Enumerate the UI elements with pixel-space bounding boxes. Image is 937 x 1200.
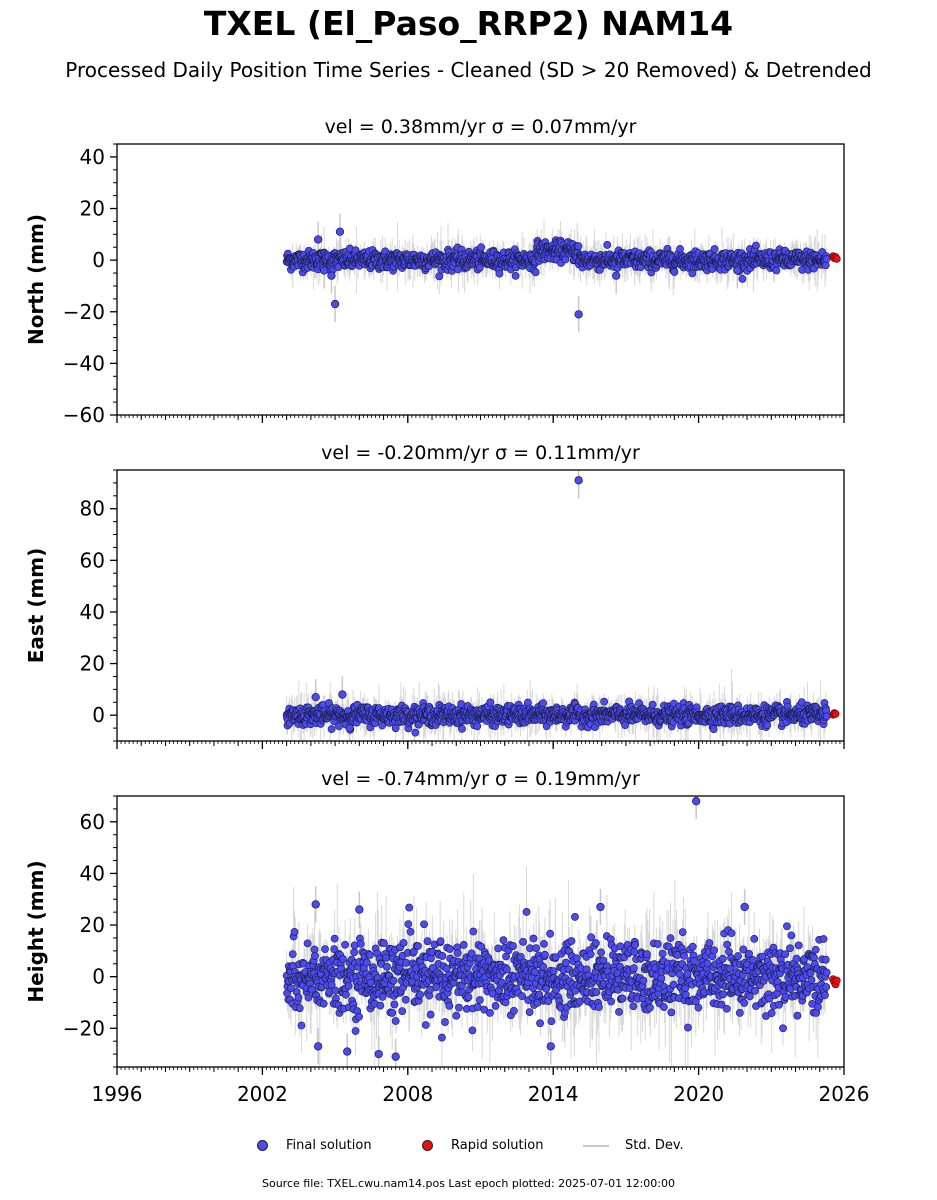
panel-2-final-point <box>335 722 343 731</box>
panel-1-final-point <box>561 255 570 264</box>
panel-1-final-outlier <box>313 235 323 244</box>
panel-2-ytick-label: 0 <box>92 703 105 727</box>
panel-1-rapid-point <box>832 254 841 263</box>
panel-1-ytick-label: 40 <box>80 145 105 169</box>
panel-2-final-outlier <box>574 476 583 485</box>
panel-3-final-point <box>311 951 319 960</box>
chart-title: TXEL (El_Paso_RRP2) NAM14 <box>203 4 734 43</box>
chart-subtitle: Processed Daily Position Time Series - C… <box>65 58 872 82</box>
panel-1-final-point <box>495 269 504 278</box>
panel-2-final-point <box>327 725 336 734</box>
panel-1-final-outlier <box>335 227 345 236</box>
panel-3-final-point <box>297 1021 306 1030</box>
panel-2-final-point <box>486 698 495 707</box>
panel-3-final-point <box>295 1004 304 1013</box>
panel-2-final-point <box>411 728 420 737</box>
panel-2-ytick-label: 20 <box>80 652 105 676</box>
panel-3-final-point <box>319 999 328 1008</box>
panel-1-final-outlier <box>330 299 340 309</box>
panel-2-final-outlier <box>311 692 320 702</box>
panel-2-final-point <box>457 700 466 708</box>
panel-1-final-point <box>772 266 781 275</box>
panel-1-final-outlier <box>574 310 583 319</box>
panel-1-final-point <box>676 245 684 253</box>
panel-1-final-outlier <box>327 271 336 280</box>
panel-1-final-point <box>822 255 831 263</box>
panel-3-final-point <box>288 950 297 959</box>
panel-2-ylabel: East (mm) <box>24 548 48 664</box>
panel-3-final-point <box>304 993 313 1002</box>
panel-3-final-point <box>321 945 329 954</box>
panel-2-final-point <box>822 712 831 721</box>
panel-1-final-point <box>574 242 583 251</box>
panel-1-ytick-label: −60 <box>63 403 105 427</box>
panel-2-final-outlier <box>345 723 354 733</box>
panel-1-final-outlier <box>612 271 621 280</box>
panel-3-final-point <box>330 934 339 943</box>
panel-2-frame <box>116 469 845 742</box>
panel-1-final-point <box>435 272 444 281</box>
panel-1-final-point <box>710 245 719 253</box>
panel-1-final-point <box>752 241 760 250</box>
panel-2-final-point <box>539 699 548 708</box>
panel-2-final-point <box>458 724 466 733</box>
panel-2-final-point <box>763 721 772 730</box>
panel-2-ytick-label: 60 <box>80 548 105 572</box>
panel-1-ytick-label: 0 <box>92 248 105 272</box>
panel-2-ytick-label: 80 <box>80 497 105 521</box>
panel-1-final-point <box>670 268 679 276</box>
panel-2-final-point <box>709 725 718 734</box>
panel-3-final-point <box>290 927 299 936</box>
panel-2-final-outlier <box>338 690 347 699</box>
panel-1-final-outlier <box>320 266 329 275</box>
panel-1-final-point <box>738 274 747 283</box>
panel-2-rapid-point <box>831 710 840 718</box>
panel-1-final-point <box>477 243 486 252</box>
panel-2-final-point <box>473 722 482 731</box>
panel-3-final-point <box>303 939 312 948</box>
panel-1-final-outlier <box>733 266 742 275</box>
panel-1-frame <box>116 143 845 416</box>
panel-2-ytick-label: 40 <box>80 600 105 624</box>
panel-2-final-point <box>648 700 657 709</box>
panel-1-ytick-label: −20 <box>63 300 105 324</box>
panel-2-title: vel = -0.20mm/yr σ = 0.11mm/yr <box>321 442 640 464</box>
panel-1-title: vel = 0.38mm/yr σ = 0.07mm/yr <box>325 116 637 138</box>
panel-3-final-point <box>294 993 303 1002</box>
panel-1-ytick-label: −40 <box>63 351 105 375</box>
panel-1-final-point <box>531 268 540 277</box>
panel-2-final-point <box>600 697 609 706</box>
panel-1-final-point <box>603 241 612 249</box>
panel-1-final-point <box>511 271 520 280</box>
panel-3-final-point <box>331 986 340 995</box>
panel-1-ytick-label: 20 <box>80 197 105 221</box>
panel-1-ylabel: North (mm) <box>24 214 48 345</box>
